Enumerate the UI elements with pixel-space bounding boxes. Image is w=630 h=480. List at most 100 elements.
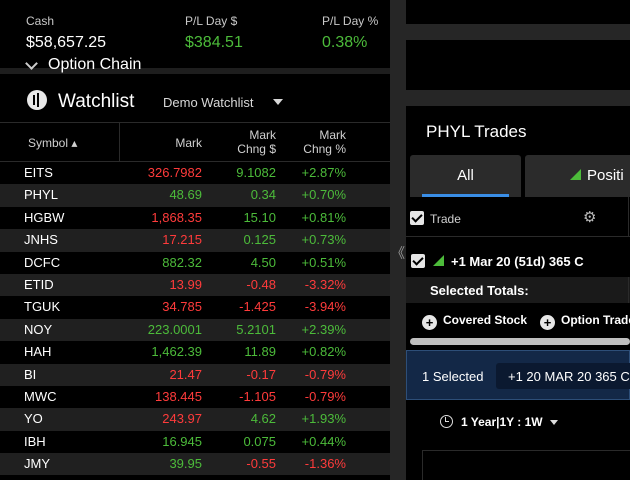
chevron-down-icon[interactable] (273, 99, 283, 105)
row-mark-chng-pct: +1.93% (301, 411, 346, 427)
pl-day-value: $384.51 (185, 34, 243, 51)
row-mark-chng-dollar: -0.55 (246, 456, 276, 472)
row-mark: 1,868.35 (151, 209, 202, 225)
table-row[interactable]: HAH 1,462.39 11.89 +0.82% (0, 341, 390, 363)
row-mark: 140.3760 (120, 475, 202, 480)
select-all-checkbox[interactable] (410, 211, 424, 225)
row-mark: 326.7982 (147, 165, 202, 180)
table-row[interactable]: PHYL 48.69 0.34 +0.70% (0, 184, 390, 207)
panel-splitter[interactable] (390, 0, 406, 480)
column-mark[interactable]: Mark (175, 136, 202, 150)
trades-table-header (406, 197, 630, 237)
row-symbol: HGBW (24, 209, 65, 225)
cash-label: Cash (26, 14, 55, 28)
watchlist-column-header: Symbol ▴ Mark Mark Chng $ Mark Chng % (0, 122, 390, 162)
account-summary: Cash $58,657.25 P/L Day $ $384.51 P/L Da… (0, 0, 390, 68)
horizontal-scrollbar[interactable] (410, 338, 630, 345)
right-panel (406, 0, 630, 480)
column-mark-chng-pct-line2: Chng % (303, 142, 346, 156)
row-mark: 17.215 (162, 232, 202, 248)
row-mark-chng-dollar: 0.075 (243, 433, 276, 449)
watchlist-selector[interactable]: Demo Watchlist (163, 95, 254, 110)
table-row[interactable]: YO 243.97 4.62 +1.93% (0, 408, 390, 431)
covered-stock-label: Covered Stock (443, 313, 528, 327)
table-row[interactable]: HGBW 1,868.35 15.10 +0.81% (0, 207, 390, 229)
row-symbol: JNHS (24, 232, 58, 248)
row-mark: 1,462.39 (151, 344, 202, 360)
row-mark-chng-pct: -0.79% (304, 366, 346, 382)
row-symbol: JMY (24, 456, 50, 472)
row-mark: 138.445 (155, 388, 202, 404)
table-row[interactable]: EITS 326.7982 9.1082 +2.87% (0, 162, 390, 184)
option-chain-header[interactable] (406, 40, 630, 90)
position-flag-icon (570, 169, 581, 180)
row-mark: 13.99 (169, 276, 202, 292)
row-mark-chng-pct: +0.73% (301, 232, 346, 248)
row-symbol: HAH (24, 344, 52, 360)
row-mark: 223.0001 (147, 321, 202, 337)
row-mark-chng-dollar: 2.0168 (206, 475, 276, 480)
row-mark: 21.47 (169, 366, 202, 382)
column-symbol[interactable]: Symbol ▴ (28, 136, 78, 150)
column-mark-chng-dollar-line1: Mark (249, 128, 276, 142)
table-row[interactable]: JMY 39.95 -0.55 -1.36% (0, 453, 390, 476)
add-option-trade-button[interactable]: + Option Trade (540, 313, 630, 330)
pl-day-pct-value: 0.38% (322, 34, 368, 51)
row-mark: 16.945 (162, 433, 202, 449)
row-mark-chng-dollar: -0.17 (246, 366, 276, 382)
row-mark-chng-dollar: 15.10 (243, 209, 276, 225)
column-mark-chng-dollar-line2: Chng $ (237, 142, 276, 156)
row-mark: 48.69 (169, 187, 202, 203)
column-separator (119, 123, 120, 162)
trade-position-text: +1 Mar 20 (51d) 365 C (451, 254, 584, 269)
option-chain-title[interactable]: Option Chain (48, 56, 142, 73)
column-mark-chng-pct-line1: Mark (319, 128, 346, 142)
table-row[interactable]: MWC 138.445 -1.105 -0.79% (0, 386, 390, 408)
add-covered-stock-button[interactable]: + Covered Stock (422, 313, 527, 330)
selected-trade-chip[interactable]: +1 20 MAR 20 365 C (496, 363, 630, 389)
tab-active-indicator (422, 194, 509, 197)
tab-all[interactable]: All (410, 155, 521, 197)
row-mark-chng-dollar: 4.62 (250, 411, 276, 427)
position-flag-icon (433, 255, 444, 266)
pl-day-pct-stat: P/L Day % 0.38% (322, 14, 378, 52)
table-row[interactable]: IBH 16.945 0.075 +0.44% (0, 431, 390, 453)
column-separator (628, 277, 629, 303)
period-selector[interactable]: 1 Year|1Y : 1W (440, 415, 558, 429)
table-row[interactable]: FAUN 140.3760 2.0168+1.76% (0, 475, 390, 480)
table-row[interactable]: JNHS 17.215 0.125 +0.73% (0, 229, 390, 252)
row-mark-chng-dollar: -1.425 (239, 299, 276, 315)
table-row[interactable]: NOY 223.0001 5.2101 +2.39% (0, 318, 390, 342)
table-row[interactable]: TGUK 34.785 -1.425 -3.94% (0, 296, 390, 318)
row-mark-chng-pct: +0.70% (301, 187, 346, 203)
selected-count: 1 Selected (422, 369, 484, 384)
row-mark-chng-dollar: 9.1082 (236, 165, 276, 180)
row-mark-chng-pct: -1.36% (304, 456, 346, 472)
tab-all-label: All (457, 167, 474, 184)
tab-positions[interactable]: Positi (525, 155, 630, 197)
table-row[interactable]: ETID 13.99 -0.48 -3.32% (0, 273, 390, 297)
row-symbol: TGUK (24, 299, 61, 315)
column-mark-chng-dollar[interactable]: Mark Chng $ (226, 128, 276, 156)
gear-icon[interactable]: ⚙ (583, 209, 597, 226)
row-symbol: IBH (24, 433, 46, 449)
row-symbol: ETID (24, 276, 54, 292)
trade-chart-area (422, 450, 630, 480)
table-row[interactable]: BI 21.47 -0.17 -0.79% (0, 363, 390, 386)
column-separator (628, 197, 629, 237)
tab-positions-label: Positi (587, 167, 624, 184)
column-mark-chng-pct[interactable]: Mark Chng % (296, 128, 346, 156)
row-symbol: BI (24, 366, 37, 382)
plus-icon: + (422, 315, 437, 330)
table-row[interactable]: DCFC 882.32 4.50 +0.51% (0, 252, 390, 274)
collapse-arrow-icon[interactable]: 《 (391, 245, 405, 261)
trade-row-checkbox[interactable] (411, 254, 425, 268)
row-mark-chng-pct: +0.82% (301, 344, 346, 360)
row-mark: 39.95 (169, 456, 202, 472)
left-panel: Cash $58,657.25 P/L Day $ $384.51 P/L Da… (0, 0, 390, 480)
row-symbol: DCFC (24, 254, 61, 270)
top-strip (406, 0, 630, 24)
row-symbol: EITS (24, 165, 53, 180)
watchlist-rows: EITS 326.7982 9.1082 +2.87% PHYL 48.69 0.34 +0.… (0, 162, 390, 480)
row-mark-chng-dollar: -1.105 (239, 388, 276, 404)
